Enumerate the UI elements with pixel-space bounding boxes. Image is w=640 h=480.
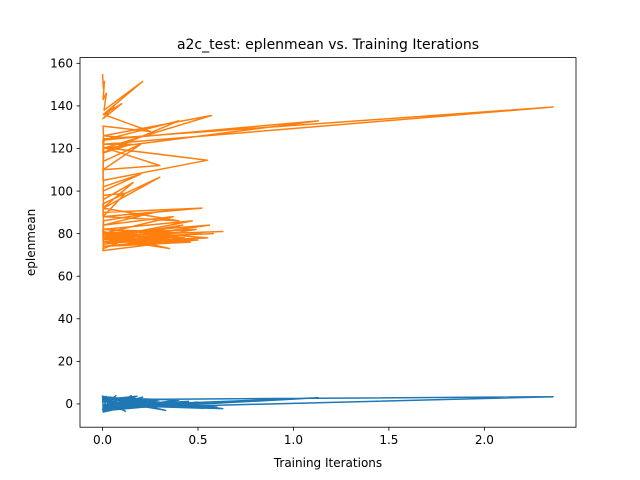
y-tick-label: 20: [58, 355, 73, 369]
x-axis-label: Training Iterations: [273, 456, 382, 470]
series-layer: [101, 73, 554, 413]
y-tick-label: 100: [50, 184, 73, 198]
y-tick-label: 120: [50, 142, 73, 156]
y-tick-label: 0: [65, 397, 73, 411]
x-axis-ticks: 0.0 0.5 1.0 1.5 2.0: [93, 427, 494, 447]
y-tick-label: 160: [50, 57, 73, 71]
y-tick-label: 80: [58, 227, 73, 241]
x-tick-label: 1.0: [284, 433, 303, 447]
y-tick-label: 40: [58, 312, 73, 326]
x-tick-label: 0.0: [93, 433, 112, 447]
y-tick-label: 140: [50, 99, 73, 113]
series-line-0: [101, 394, 554, 413]
y-axis-ticks: 0 20 40 60 80 100 120 140 160: [50, 57, 80, 411]
plot-frame: [79, 57, 577, 428]
y-tick-label: 60: [58, 269, 73, 283]
series-line-1: [101, 73, 554, 252]
x-tick-label: 1.5: [379, 433, 398, 447]
x-tick-label: 0.5: [188, 433, 207, 447]
chart-title: a2c_test: eplenmean vs. Training Iterati…: [177, 37, 479, 53]
y-axis-label: eplenmean: [24, 209, 38, 276]
x-tick-label: 2.0: [475, 433, 494, 447]
